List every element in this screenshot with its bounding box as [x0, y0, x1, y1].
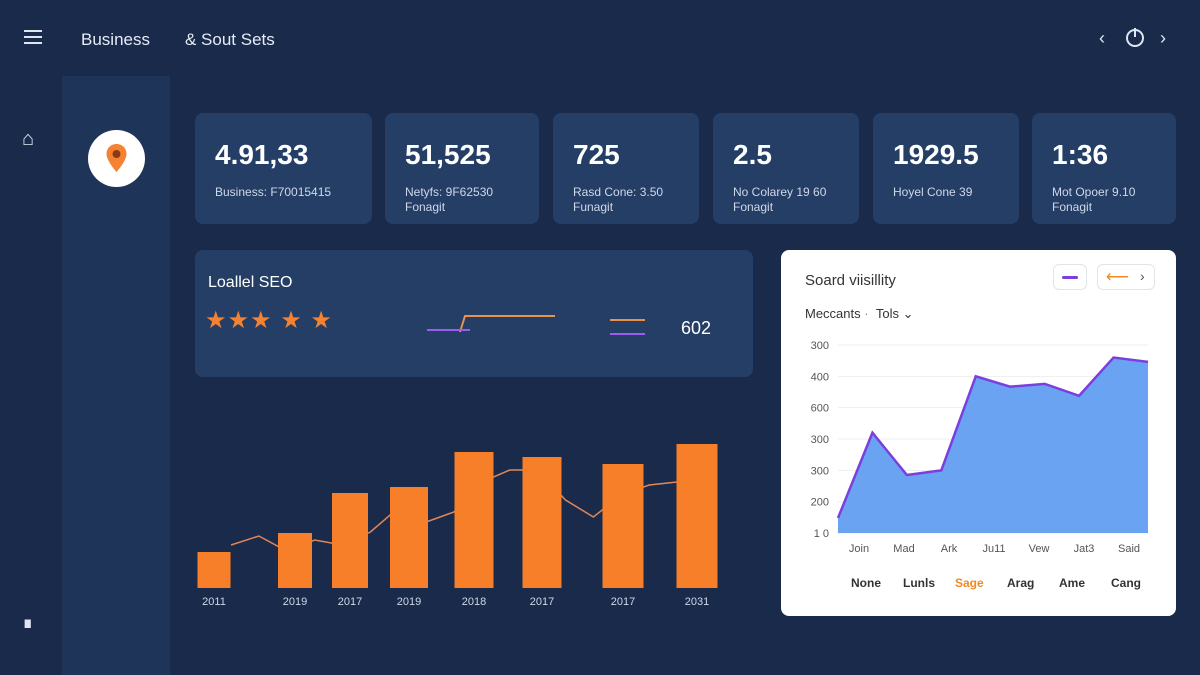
x-tick-label: Mad [893, 543, 914, 555]
power-icon[interactable] [1126, 28, 1144, 47]
bar[interactable] [197, 552, 231, 588]
stat-card[interactable]: 725 Rasd Cone: 3.50 Funagit [553, 113, 699, 224]
legend-item[interactable]: Ame [1059, 576, 1086, 590]
bar[interactable] [676, 444, 718, 588]
stat-label: No Colarey 19 60 Fonagit [733, 185, 826, 215]
stat-value: 1929.5 [893, 139, 979, 170]
y-tick-label: 200 [811, 497, 829, 509]
chevron-left-icon[interactable]: ‹ [1099, 28, 1105, 48]
stat-label-1: Netyfs: 9F62530 [405, 185, 494, 199]
purple-series-toggle[interactable] [1053, 264, 1087, 290]
bar[interactable] [390, 487, 428, 588]
filter-meccants: Meccants [805, 306, 861, 321]
stat-label: Mot Opoer 9.10 Fonagit [1052, 185, 1135, 215]
y-tick-label: 400 [811, 371, 829, 383]
seo-sparkline [427, 315, 645, 335]
logo [88, 130, 145, 187]
filter-tols: Tols [875, 306, 899, 321]
top-bar: Business & Sout Sets ‹ › [0, 0, 1200, 76]
stat-value: 725 [573, 139, 620, 170]
stat-label: Hoyel Cone 39 [893, 185, 972, 200]
hamburger-menu-icon[interactable] [24, 30, 42, 44]
legend-item[interactable]: None [851, 576, 881, 590]
search-visibility-card: Soard viisillity ⟵ › Meccants · Tols ⌄ 1 … [781, 250, 1176, 616]
nav-business[interactable]: Business [81, 30, 150, 49]
stat-card[interactable]: 2.5 No Colarey 19 60 Fonagit [713, 113, 859, 224]
x-tick-label: Jat3 [1074, 543, 1095, 555]
area-chart: 1 0 200 300 300 600 400 300 Join Mad Ark Ju11 Vew Ja… [811, 340, 1149, 555]
stat-value: 51,525 [405, 139, 491, 170]
stat-label-1: No Colarey 19 60 [733, 185, 827, 199]
orange-line [459, 315, 555, 333]
stat-label-1: Mot Opoer 9.10 [1052, 185, 1136, 199]
x-tick-label: 2019 [283, 596, 307, 608]
x-tick-label: Said [1118, 543, 1140, 555]
stat-label: Netyfs: 9F62530 Fonagit [405, 185, 493, 215]
arrow-left-icon: ⟵ [1106, 269, 1129, 286]
x-tick-label: 2019 [397, 596, 421, 608]
x-tick-label: Vew [1029, 543, 1050, 555]
chevron-down-icon: ⌄ [902, 306, 914, 321]
legend-item[interactable]: Sage [955, 576, 984, 590]
x-tick-label: 2017 [611, 596, 635, 608]
chevron-right-icon: › [1140, 268, 1145, 284]
chevron-right-icon[interactable]: › [1160, 28, 1166, 48]
seo-value: 602 [681, 318, 712, 338]
x-tick-label: 2017 [530, 596, 554, 608]
home-icon[interactable]: ⌂ [22, 128, 35, 150]
x-tick-label: 2011 [202, 596, 226, 608]
separator: · [864, 306, 869, 321]
stat-label-1: Rasd Cone: 3.50 [573, 185, 664, 199]
filter-dropdown[interactable]: Meccants · Tols ⌄ [805, 306, 914, 322]
bar[interactable] [522, 457, 562, 588]
bar[interactable] [454, 452, 494, 588]
orange-series-toggle[interactable]: ⟵ › [1097, 264, 1155, 290]
y-tick-label: 1 0 [814, 528, 829, 540]
y-tick-label: 300 [811, 465, 829, 477]
stat-label-2: Fonagit [733, 200, 774, 214]
star-rating: ★★★ ★ ★ [205, 307, 333, 334]
stat-label-1: Business: F70015415 [215, 185, 332, 199]
local-seo-card: Loallel SEO ★★★ ★ ★ 602 [195, 250, 753, 377]
y-tick-label: 300 [811, 340, 829, 352]
x-tick-label: 2031 [685, 596, 709, 608]
legend-item[interactable]: Lunls [903, 576, 935, 590]
stat-value: 4.91,33 [215, 139, 309, 170]
x-tick-label: Join [849, 543, 869, 555]
x-tick-label: Ju11 [982, 543, 1005, 555]
stat-card[interactable]: 51,525 Netyfs: 9F62530 Fonagit [385, 113, 539, 224]
bar[interactable] [278, 533, 312, 588]
stat-card[interactable]: 1:36 Mot Opoer 9.10 Fonagit [1032, 113, 1176, 224]
stat-value: 1:36 [1052, 139, 1109, 170]
stat-label-2: Fonagit [405, 200, 446, 214]
nav-sets[interactable]: & Sout Sets [185, 30, 275, 49]
x-tick-label: 2017 [338, 596, 362, 608]
stat-label-1: Hoyel Cone 39 [893, 185, 973, 199]
book-icon[interactable]: ∎ [22, 612, 34, 632]
stat-card[interactable]: 1929.5 Hoyel Cone 39 [873, 113, 1019, 224]
x-tick-label: Ark [941, 543, 958, 555]
area-line [836, 356, 1149, 519]
y-tick-label: 300 [811, 434, 829, 446]
stat-label-2: Fonagit [1052, 200, 1093, 214]
visibility-title: Soard viisillity [805, 272, 896, 289]
y-tick-label: 600 [811, 403, 829, 415]
x-tick-label: 2018 [462, 596, 486, 608]
stat-value: 2.5 [733, 139, 772, 170]
bar[interactable] [332, 493, 368, 588]
stat-label: Business: F70015415 [215, 185, 331, 200]
bar[interactable] [602, 464, 644, 588]
stat-label: Rasd Cone: 3.50 Funagit [573, 185, 663, 215]
legend-item[interactable]: Cang [1111, 576, 1141, 590]
map-pin-icon [106, 144, 127, 172]
legend-item[interactable]: Arag [1007, 576, 1035, 590]
stat-card[interactable]: 4.91,33 Business: F70015415 [195, 113, 372, 224]
seo-title: Loallel SEO [208, 274, 293, 291]
stat-label-2: Funagit [573, 200, 614, 214]
bar-chart: 2011 2019 2017 2019 2018 2017 2017 2031 [197, 444, 718, 608]
purple-line-icon [1062, 276, 1078, 279]
area-fill [838, 357, 1148, 533]
